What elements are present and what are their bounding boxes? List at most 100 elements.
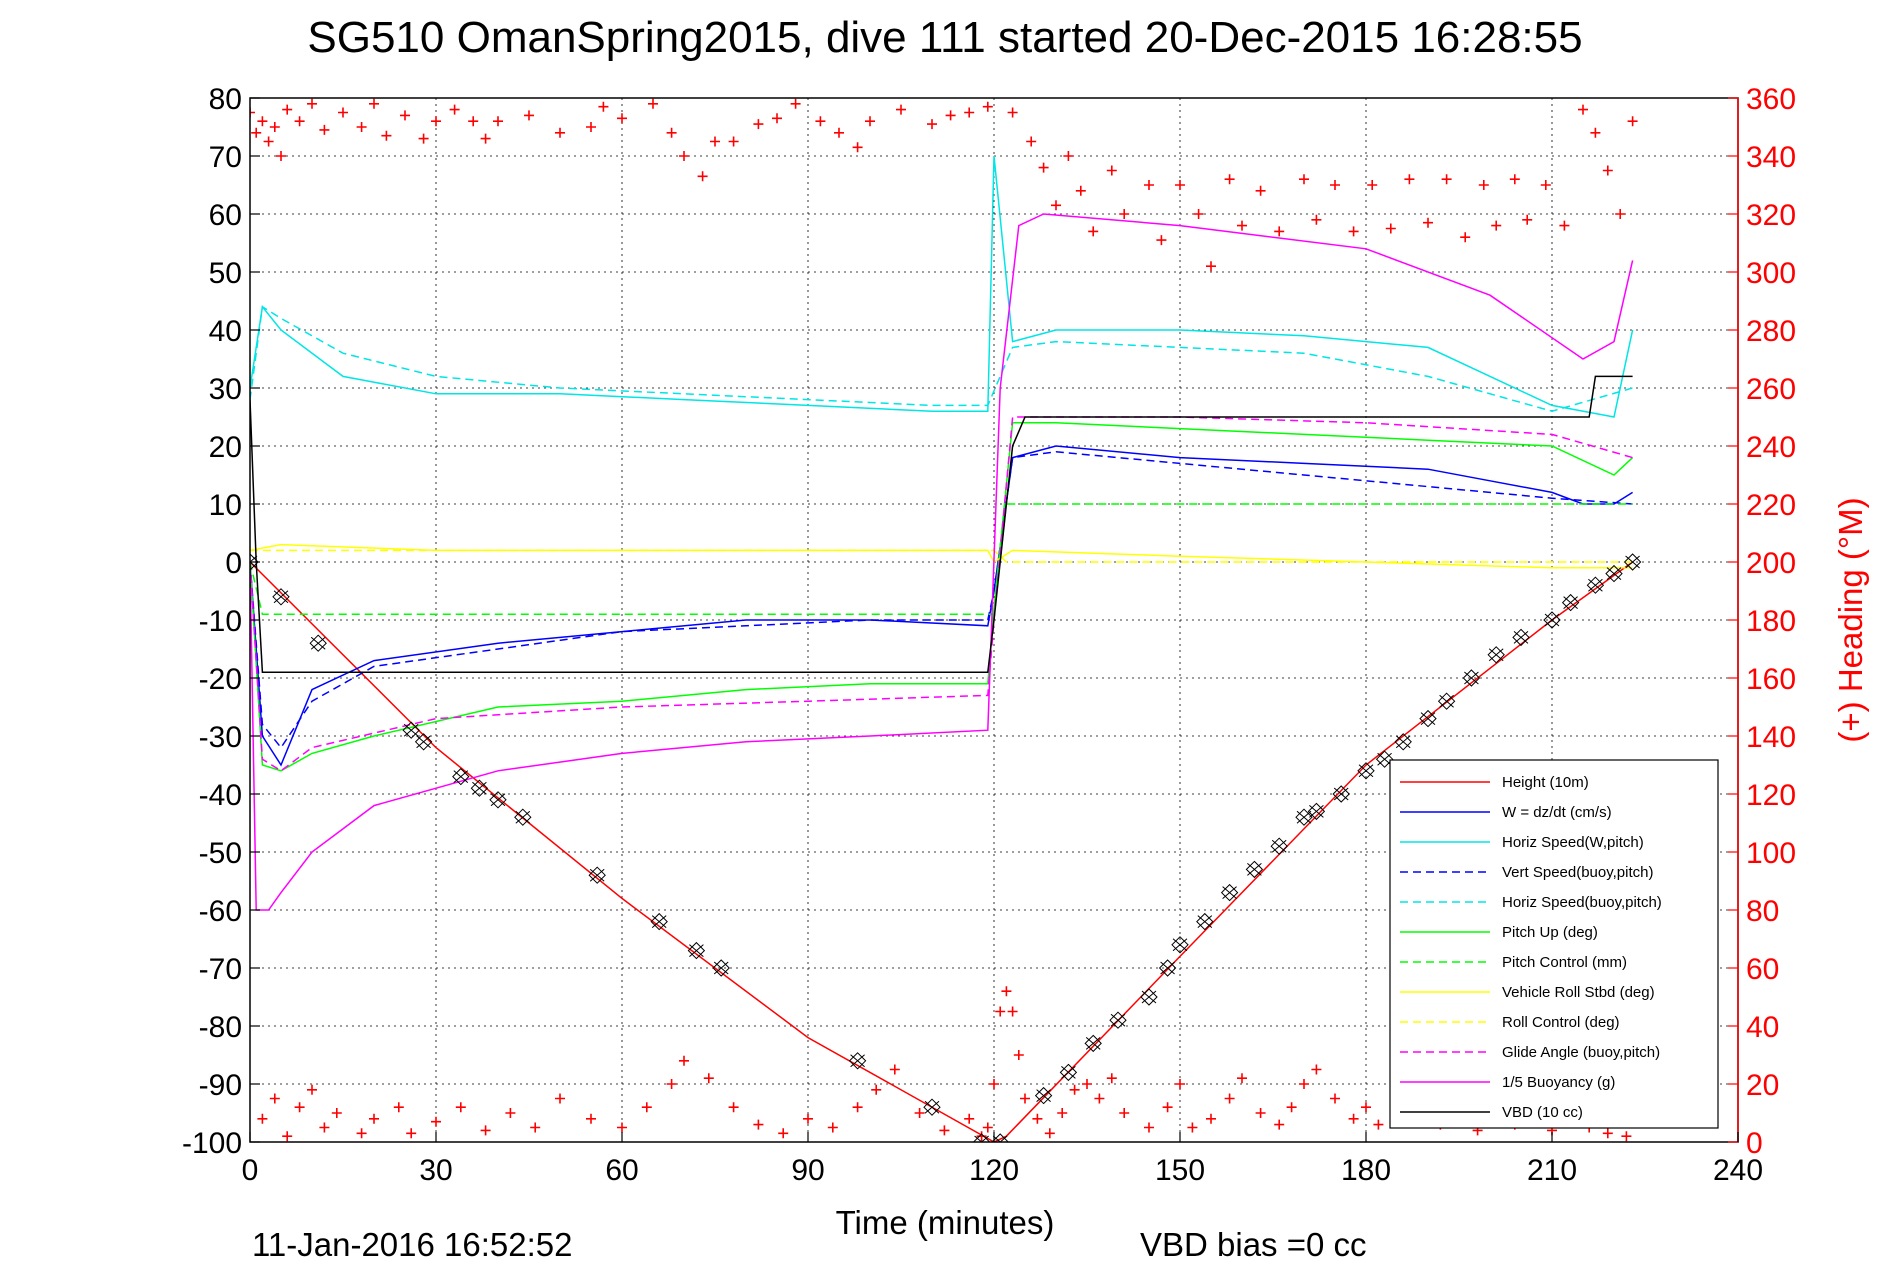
- y2-tick-label: 200: [1746, 547, 1796, 580]
- heading-point: [617, 1122, 627, 1133]
- y2-tick-label: 0: [1746, 1127, 1763, 1160]
- heading-point: [834, 127, 844, 138]
- height-marker: [1196, 912, 1214, 931]
- heading-point: [648, 98, 658, 109]
- heading-point: [282, 104, 293, 115]
- heading-point: [964, 107, 975, 118]
- y-tick-label: 20: [209, 431, 242, 464]
- height-marker: [1171, 936, 1189, 954]
- y2-axis-label: (+) Heading (°M): [1832, 497, 1869, 742]
- series-line: [250, 422, 1634, 772]
- heading-point: [1423, 217, 1433, 228]
- legend-label: W = dz/dt (cm/s): [1502, 804, 1612, 821]
- heading-point: [524, 110, 534, 121]
- heading-point: [1348, 1113, 1359, 1124]
- height-marker: [1512, 628, 1530, 647]
- heading-point: [1299, 174, 1309, 185]
- heading-point: [294, 1102, 305, 1113]
- y2-tick-label: 120: [1746, 779, 1796, 812]
- heading-point: [1032, 1113, 1043, 1124]
- y2-tick-label: 280: [1746, 315, 1796, 348]
- heading-point: [400, 110, 410, 121]
- x-tick-label: 240: [1713, 1154, 1763, 1187]
- height-marker: [272, 588, 290, 606]
- height-marker: [1307, 802, 1326, 821]
- heading-point: [1206, 261, 1216, 272]
- height-marker: [1140, 988, 1158, 1006]
- height-marker: [1419, 709, 1437, 728]
- heading-point: [1175, 180, 1185, 190]
- y-tick-label: -90: [199, 1069, 242, 1102]
- y-tick-label: 0: [225, 547, 242, 580]
- heading-point: [369, 1113, 379, 1124]
- y-tick-label: -80: [199, 1011, 242, 1044]
- heading-point: [319, 124, 330, 135]
- heading-point: [666, 1079, 677, 1089]
- y2-tick-label: 180: [1746, 605, 1796, 638]
- heading-point: [1385, 223, 1396, 234]
- heading-point: [889, 1064, 900, 1075]
- heading-point: [1156, 235, 1167, 246]
- heading-point: [1590, 127, 1601, 138]
- heading-point: [1286, 1102, 1297, 1113]
- heading-point: [995, 1006, 1006, 1017]
- plot-area: [250, 98, 1642, 1142]
- series-line: [250, 451, 1633, 749]
- heading-point: [1193, 209, 1204, 219]
- heading-point: [1144, 1122, 1154, 1133]
- heading-point: [263, 136, 274, 147]
- heading-point: [852, 1102, 863, 1113]
- heading-point: [1051, 200, 1061, 211]
- x-tick-label: 150: [1155, 1154, 1205, 1187]
- series-lines: [250, 155, 1634, 1142]
- heading-point: [381, 130, 392, 141]
- x-tick-label: 0: [242, 1154, 259, 1187]
- y-tick-label: -100: [182, 1127, 242, 1160]
- legend-label: Horiz Speed(buoy,pitch): [1502, 894, 1662, 911]
- heading-point: [697, 171, 708, 182]
- y2-tick-label: 100: [1746, 837, 1796, 870]
- heading-point: [468, 116, 479, 127]
- heading-point: [505, 1108, 516, 1118]
- heading-point: [1075, 185, 1086, 196]
- legend-label: Vert Speed(buoy,pitch): [1502, 864, 1653, 881]
- height-marker: [1561, 593, 1580, 612]
- heading-point: [1578, 104, 1588, 115]
- heading-point: [914, 1108, 925, 1118]
- y-tick-label: -40: [199, 779, 242, 812]
- height-marker: [1059, 1063, 1078, 1082]
- heading-point: [1237, 220, 1247, 231]
- heading-point: [1026, 136, 1037, 147]
- heading-point: [803, 1113, 813, 1124]
- heading-point: [269, 1093, 280, 1104]
- heading-point: [1106, 1073, 1117, 1084]
- y-tick-label: -30: [199, 721, 242, 754]
- series-line: [250, 213, 1634, 911]
- series-line: [250, 543, 1633, 569]
- height-marker: [452, 767, 470, 786]
- heading-point: [945, 110, 956, 121]
- heading-point: [679, 1055, 689, 1066]
- heading-point: [1404, 174, 1415, 185]
- heading-point: [982, 101, 993, 112]
- series-line: [250, 155, 1634, 418]
- bottom-axis-ticks: 0 30 60 90 120 150 180 210 240: [242, 1132, 1763, 1187]
- heading-point: [406, 1128, 417, 1139]
- height-marker: [1462, 669, 1481, 687]
- heading-point: [1063, 151, 1074, 161]
- heading-point: [1007, 1006, 1018, 1017]
- height-marker: [972, 1133, 991, 1142]
- height-marker: [1158, 959, 1177, 977]
- heading-point: [393, 1102, 404, 1113]
- heading-point: [449, 104, 460, 115]
- heading-point: [1224, 174, 1235, 185]
- heading-point: [307, 1084, 317, 1095]
- height-marker: [402, 721, 420, 739]
- heading-point: [865, 116, 875, 127]
- footer-vbd-bias: VBD bias =0 cc: [1140, 1226, 1367, 1262]
- heading-point: [871, 1084, 882, 1095]
- heading-point: [1020, 1093, 1030, 1104]
- heading-point: [1478, 180, 1489, 190]
- height-marker: [1034, 1086, 1053, 1105]
